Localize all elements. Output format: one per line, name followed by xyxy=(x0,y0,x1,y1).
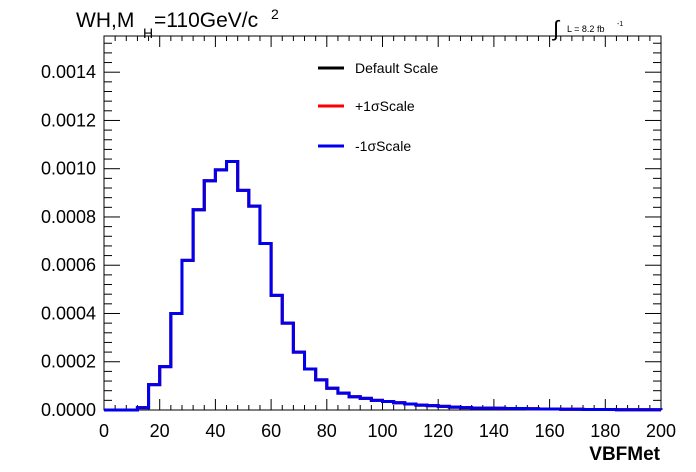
series-line-2 xyxy=(104,159,663,412)
title-subscript: H xyxy=(143,25,153,41)
y-tick-label: 0.0012 xyxy=(41,110,96,130)
x-tick-label: 60 xyxy=(261,421,281,441)
x-tick-label: 40 xyxy=(205,421,225,441)
y-axis: 0.0000 0.0002 0.0004 0.0006 0.0008 0.0010 0.00… xyxy=(41,42,661,420)
x-axis-label: VBFMet xyxy=(589,444,660,465)
y-tick-label: 0.0002 xyxy=(41,352,96,372)
legend-label: -1σScale xyxy=(355,138,411,154)
title-superscript: 2 xyxy=(271,6,279,22)
x-tick-label: 200 xyxy=(646,421,676,441)
lumi-superscript: -1 xyxy=(617,21,623,28)
x-tick-label: 0 xyxy=(99,421,109,441)
x-tick-label: 80 xyxy=(317,421,337,441)
title-main: WH,M xyxy=(76,9,134,32)
y-tick-label: 0.0010 xyxy=(41,159,96,179)
legend-label: Default Scale xyxy=(355,60,438,76)
lumi-annotation: ∫ L = 8.2 fb -1 xyxy=(551,16,623,41)
legend-label: +1σScale xyxy=(355,98,415,114)
chart-title: WH,M H =110GeV/c 2 xyxy=(76,6,279,41)
integral-symbol: ∫ xyxy=(551,16,561,41)
y-tick-label: 0.0008 xyxy=(41,207,96,227)
x-tick-label: 120 xyxy=(423,421,453,441)
y-tick-label: 0.0006 xyxy=(41,255,96,275)
series-layer xyxy=(104,159,663,412)
lumi-text: L = 8.2 fb xyxy=(567,24,604,34)
y-tick-label: 0.0004 xyxy=(41,303,96,323)
x-axis: 0 20 40 60 80 100 120 140 160 180 200 xyxy=(99,36,676,441)
x-tick-label: 180 xyxy=(590,421,620,441)
x-tick-label: 100 xyxy=(367,421,397,441)
title-rest: =110GeV/c xyxy=(154,9,258,32)
legend: Default Scale +1σScale -1σScale xyxy=(318,60,438,154)
x-tick-label: 20 xyxy=(150,421,170,441)
y-tick-label: 0.0014 xyxy=(41,62,96,82)
x-tick-label: 160 xyxy=(535,421,565,441)
y-tick-label: 0.0000 xyxy=(41,400,96,420)
x-tick-label: 140 xyxy=(479,421,509,441)
